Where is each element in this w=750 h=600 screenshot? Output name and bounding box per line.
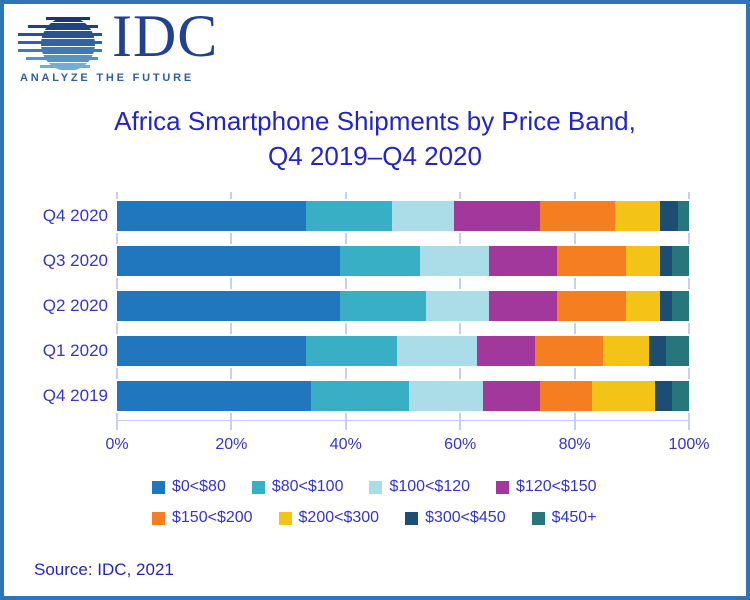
bar-segment xyxy=(660,291,672,321)
bar-row xyxy=(115,199,691,233)
bar-segment xyxy=(614,201,661,231)
bar-segment xyxy=(591,381,655,411)
bar-segment xyxy=(477,336,535,366)
y-axis-label: Q1 2020 xyxy=(42,341,108,360)
y-axis: Q4 2020 Q3 2020 Q2 2020 Q1 2020 Q4 2019 xyxy=(4,192,108,420)
legend-item: $200<$300 xyxy=(278,509,380,527)
x-axis-label: 20% xyxy=(215,436,248,453)
y-axis-label: Q3 2020 xyxy=(42,251,108,270)
bar-segment xyxy=(311,381,409,411)
bar-segment xyxy=(483,381,541,411)
bar-segment xyxy=(340,246,421,276)
legend-row: $150<$200 $200<$300 $300<$450 $450+ xyxy=(152,509,597,527)
legend-item: $100<$120 xyxy=(369,478,470,496)
bar-row xyxy=(115,244,691,278)
stacked-bar-chart: Q4 2020 Q3 2020 Q2 2020 Q1 2020 Q4 2019 0% 20… xyxy=(4,192,746,472)
legend-swatch-icon xyxy=(251,480,265,494)
source-note: Source: IDC, 2021 xyxy=(34,560,174,579)
bar-segment xyxy=(391,201,455,231)
bar-segment xyxy=(397,336,478,366)
legend-label: $80<$100 xyxy=(271,478,344,495)
idc-logo: IDC ANALYZE THE FUTURE xyxy=(18,4,248,86)
bar-segment xyxy=(603,336,649,366)
bar-segment xyxy=(488,291,558,321)
y-axis-label: Q4 2019 xyxy=(42,386,108,405)
legend-swatch-icon xyxy=(369,480,383,494)
bar-segment xyxy=(420,246,489,276)
legend-label: $120<$150 xyxy=(516,478,597,495)
bar-segment xyxy=(626,291,661,321)
bar-segment xyxy=(425,291,489,321)
x-axis-label: 100% xyxy=(668,436,710,453)
x-axis-label: 40% xyxy=(329,436,362,453)
bar-segment xyxy=(117,246,341,276)
bar-segment xyxy=(340,291,426,321)
legend-swatch-icon xyxy=(152,511,165,525)
bar-segment xyxy=(117,291,341,321)
legend-row: $0<$80 $80<$100 $100<$120 $120<$150 xyxy=(152,478,597,496)
bar-segment xyxy=(671,381,689,411)
bar-segment xyxy=(671,291,689,321)
bar-segment xyxy=(534,336,604,366)
bar-segment xyxy=(671,246,689,276)
legend-swatch-icon xyxy=(405,511,419,525)
bar-segment xyxy=(540,201,615,231)
legend-item: $300<$450 xyxy=(405,509,506,527)
bar-row xyxy=(115,379,691,413)
legend-label: $0<$80 xyxy=(172,478,226,495)
bar-segment xyxy=(660,201,678,231)
idc-wordmark: IDC xyxy=(112,3,219,69)
bar-segment xyxy=(654,381,672,411)
legend-swatch-icon xyxy=(278,511,292,525)
bar-segment xyxy=(117,201,306,231)
y-axis-label: Q4 2020 xyxy=(42,206,108,225)
chart-title-line2: Q4 2019–Q4 2020 xyxy=(268,141,482,172)
plot-area xyxy=(115,192,691,430)
legend-item: $0<$80 xyxy=(152,478,226,496)
bar-segment xyxy=(540,381,592,411)
x-axis-label: 0% xyxy=(105,436,129,453)
x-axis-label: 60% xyxy=(444,436,477,453)
bar-segment xyxy=(117,381,312,411)
bar-segment xyxy=(677,201,689,231)
bar-segment xyxy=(666,336,689,366)
legend-label: $100<$120 xyxy=(389,478,471,495)
x-axis-label: 80% xyxy=(558,436,591,453)
legend-item: $120<$150 xyxy=(496,478,597,496)
bar-segment xyxy=(305,201,392,231)
x-axis: 0% 20% 40% 60% 80% 100% xyxy=(105,436,709,460)
bar-segment xyxy=(660,246,672,276)
legend-swatch-icon xyxy=(152,480,165,494)
legend-item: $150<$200 xyxy=(152,509,253,527)
bar-row xyxy=(115,289,691,323)
y-axis-label: Q2 2020 xyxy=(42,296,108,315)
legend-swatch-icon xyxy=(531,511,545,525)
bar-segment xyxy=(117,336,306,366)
legend: $0<$80 $80<$100 $100<$120 $120<$150 $150<$20… xyxy=(152,478,597,540)
legend-label: $450+ xyxy=(551,509,597,526)
bar-segment xyxy=(648,336,667,366)
bar-segment xyxy=(557,246,627,276)
bar-row xyxy=(115,334,691,368)
bar-segment xyxy=(626,246,661,276)
bar-segment xyxy=(454,201,541,231)
idc-tagline: ANALYZE THE FUTURE xyxy=(20,72,195,84)
bar-segment xyxy=(408,381,484,411)
legend-item: $80<$100 xyxy=(251,478,344,496)
legend-swatch-icon xyxy=(496,480,510,494)
legend-item: $450+ xyxy=(531,509,597,527)
legend-label: $200<$300 xyxy=(298,509,380,526)
chart-title-line1: Africa Smartphone Shipments by Price Ban… xyxy=(114,106,636,136)
gridline xyxy=(688,192,690,430)
bar-segment xyxy=(305,336,398,366)
bar-segment xyxy=(488,246,558,276)
x-axis-line xyxy=(117,420,689,421)
chart-title: Africa Smartphone Shipments by Price Ban… xyxy=(4,104,746,174)
legend-label: $300<$450 xyxy=(425,509,506,526)
legend-label: $150<$200 xyxy=(172,509,253,526)
bar-segment xyxy=(557,291,627,321)
idc-globe-icon xyxy=(18,17,102,70)
